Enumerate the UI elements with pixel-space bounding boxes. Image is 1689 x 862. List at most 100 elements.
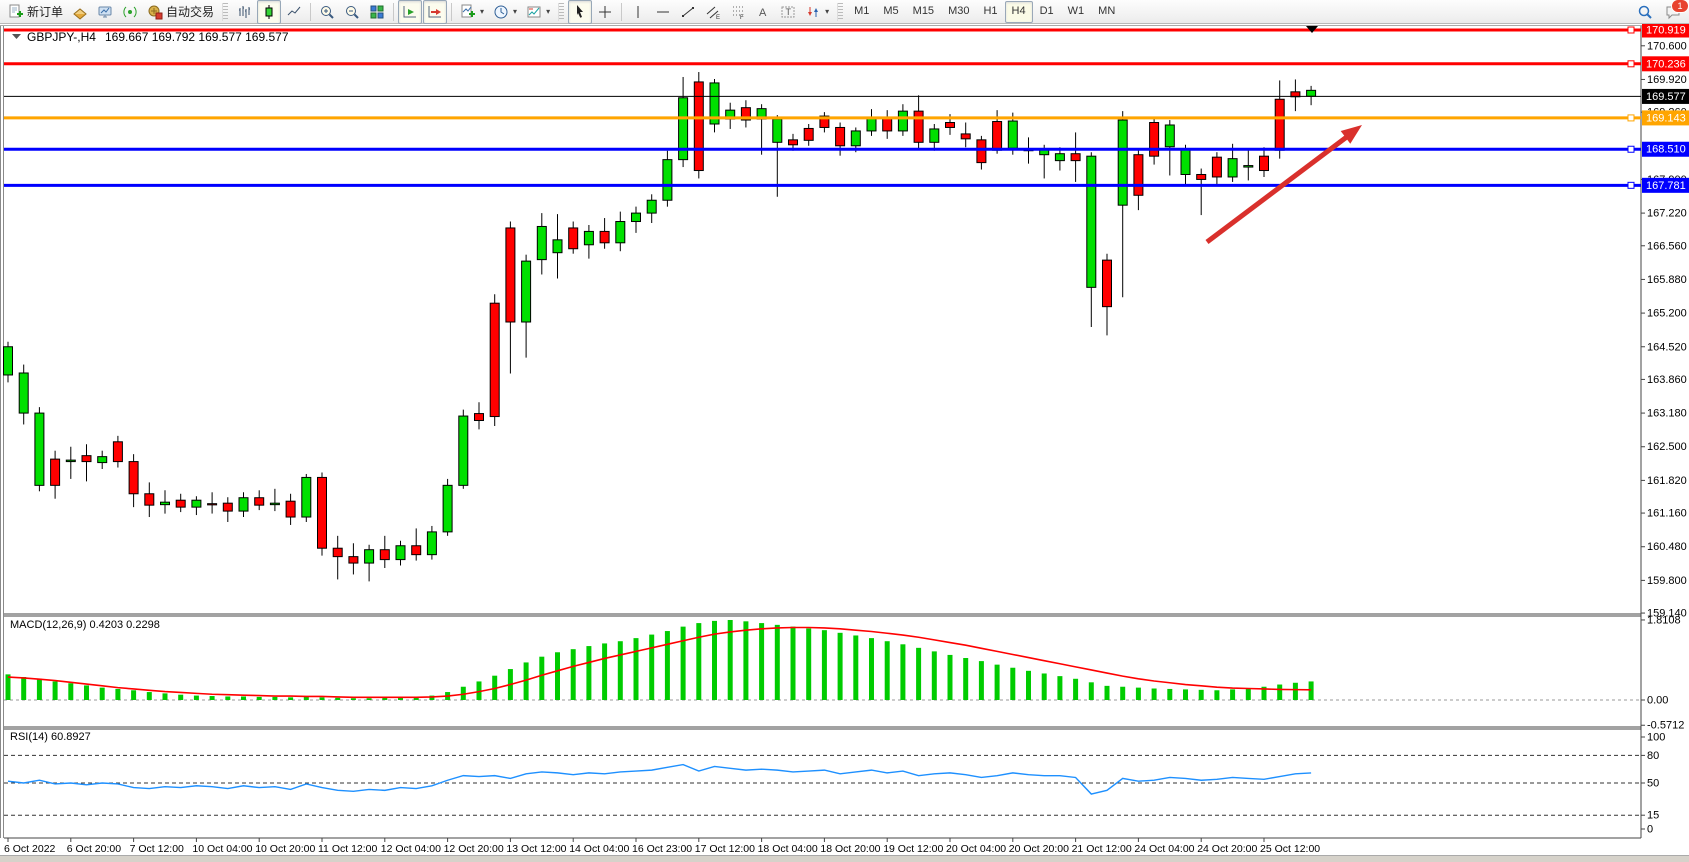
- candle: [615, 211, 626, 252]
- line-anchor[interactable]: [1627, 26, 1635, 34]
- search-button[interactable]: [1633, 0, 1657, 24]
- candle: [725, 102, 736, 129]
- text-button[interactable]: A: [751, 0, 775, 24]
- fibonacci-button[interactable]: F: [726, 0, 750, 24]
- macd-histogram-bar: [649, 634, 655, 700]
- cursor-button[interactable]: [568, 0, 593, 24]
- zoom-in-button[interactable]: [315, 0, 339, 24]
- macd-histogram-bar: [1308, 681, 1314, 700]
- toolbar-separator: [310, 2, 312, 21]
- candle: [269, 488, 280, 512]
- chart-window[interactable]: 170.600169.920169.260167.900167.220166.5…: [0, 24, 1689, 862]
- candle: [960, 122, 971, 148]
- candle: [395, 540, 406, 566]
- trend-arrow-object[interactable]: [1205, 125, 1362, 244]
- charts-button[interactable]: [93, 0, 117, 24]
- macd-histogram-bar: [99, 687, 105, 700]
- tile-windows-icon: [370, 5, 384, 18]
- macd-histogram-bar: [256, 696, 262, 700]
- timeframe-h4[interactable]: H4: [1004, 0, 1033, 23]
- timeframe-m30[interactable]: M30: [948, 4, 970, 17]
- price-tick-label: 164.520: [1647, 341, 1687, 353]
- candle: [976, 135, 987, 170]
- macd-histogram-bar: [1073, 678, 1079, 700]
- timeframe-m5[interactable]: M5: [883, 4, 899, 17]
- toolbar-grip: [222, 2, 229, 21]
- autotrading-button[interactable]: 自动交易: [143, 0, 218, 24]
- macd-histogram-bar: [272, 696, 278, 700]
- notification-badge: 1: [1671, 0, 1689, 13]
- macd-histogram-bar: [633, 638, 639, 700]
- auto-scroll-button[interactable]: [398, 0, 423, 24]
- time-axis[interactable]: 6 Oct 2022 6 Oct 20:00 7 Oct 12:00 10 Oct 0…: [4, 838, 1320, 855]
- candle: [913, 95, 924, 149]
- candle: [568, 221, 579, 254]
- gbpjpy-h4-chart[interactable]: 170.600169.920169.260167.900167.220166.5…: [0, 24, 1689, 856]
- timeframe-m1[interactable]: M1: [854, 4, 870, 17]
- periods-button[interactable]: ▾: [489, 0, 521, 24]
- search-icon: [1638, 5, 1652, 19]
- charts-icon: [98, 6, 112, 17]
- timeframe-d1[interactable]: D1: [1039, 4, 1054, 17]
- macd-histogram-bar: [1151, 688, 1157, 700]
- macd-histogram-bar: [366, 698, 372, 700]
- candle: [1102, 253, 1112, 336]
- candle: [693, 72, 704, 179]
- line-chart-button[interactable]: [282, 0, 306, 24]
- horizontal-line-button[interactable]: [651, 0, 675, 24]
- templates-button[interactable]: ▾: [522, 0, 554, 24]
- line-anchor[interactable]: [1627, 145, 1635, 153]
- rsi-scale-label: 80: [1647, 750, 1659, 762]
- equidistant-channel-button[interactable]: E: [701, 0, 725, 24]
- timeframe-m15[interactable]: M15: [912, 4, 935, 17]
- chevron-down-icon[interactable]: [12, 34, 21, 39]
- market-watch-icon: [73, 7, 87, 20]
- zoom-out-icon: [346, 5, 359, 19]
- timeframe-mn[interactable]: MN: [1098, 4, 1116, 17]
- macd-histogram-bar: [21, 677, 27, 700]
- vertical-line-button[interactable]: [626, 0, 650, 24]
- macd-histogram-bar: [303, 696, 309, 700]
- new-order-button[interactable]: 新订单: [4, 0, 67, 24]
- dropdown-caret: ▾: [513, 7, 518, 16]
- line-anchor[interactable]: [1627, 114, 1635, 122]
- chart-frame: [0, 25, 1689, 839]
- price-badge: [1642, 24, 1689, 38]
- candle: [803, 124, 814, 146]
- signals-button[interactable]: [118, 0, 142, 24]
- price-tick-label: 165.880: [1647, 274, 1687, 286]
- line-anchor[interactable]: [1627, 60, 1635, 68]
- text-label-button[interactable]: T: [776, 0, 800, 24]
- chart-shift-button[interactable]: [423, 0, 448, 24]
- macd-histogram-bar: [319, 697, 325, 700]
- candle: [552, 214, 563, 279]
- candle: [678, 76, 689, 168]
- market-watch-button[interactable]: [68, 0, 92, 24]
- candle: [631, 206, 641, 233]
- macd-histogram-bar: [84, 685, 89, 700]
- zoom-out-button[interactable]: [340, 0, 364, 24]
- time-tick-label: 16 Oct 23:00: [632, 843, 692, 855]
- candle: [222, 497, 233, 522]
- arrows-icon: [808, 6, 819, 17]
- arrows-button[interactable]: ▾: [801, 0, 833, 24]
- crosshair-button[interactable]: [593, 0, 617, 24]
- chat-button[interactable]: 1: [1661, 0, 1689, 24]
- candle: [1211, 152, 1222, 186]
- indicators-button[interactable]: ▾: [456, 0, 488, 24]
- bar-chart-button[interactable]: [232, 0, 256, 24]
- candlestick-chart-button[interactable]: [257, 0, 282, 24]
- timeframe-w1[interactable]: W1: [1067, 4, 1085, 17]
- candle: [81, 444, 92, 482]
- macd-histogram-bar: [963, 658, 969, 700]
- tile-windows-button[interactable]: [365, 0, 389, 24]
- price-badge-label: 168.510: [1646, 144, 1686, 156]
- trendline-button[interactable]: [676, 0, 700, 24]
- time-tick-label: 14 Oct 04:00: [569, 843, 629, 855]
- line-anchor[interactable]: [1627, 181, 1635, 189]
- timeframe-h1[interactable]: H1: [983, 4, 998, 17]
- dropdown-caret: ▾: [546, 7, 551, 16]
- price-axis[interactable]: 170.600169.920169.260167.900167.220166.5…: [1641, 24, 1689, 620]
- candle: [191, 496, 202, 516]
- macd-histogram-bar: [759, 623, 765, 700]
